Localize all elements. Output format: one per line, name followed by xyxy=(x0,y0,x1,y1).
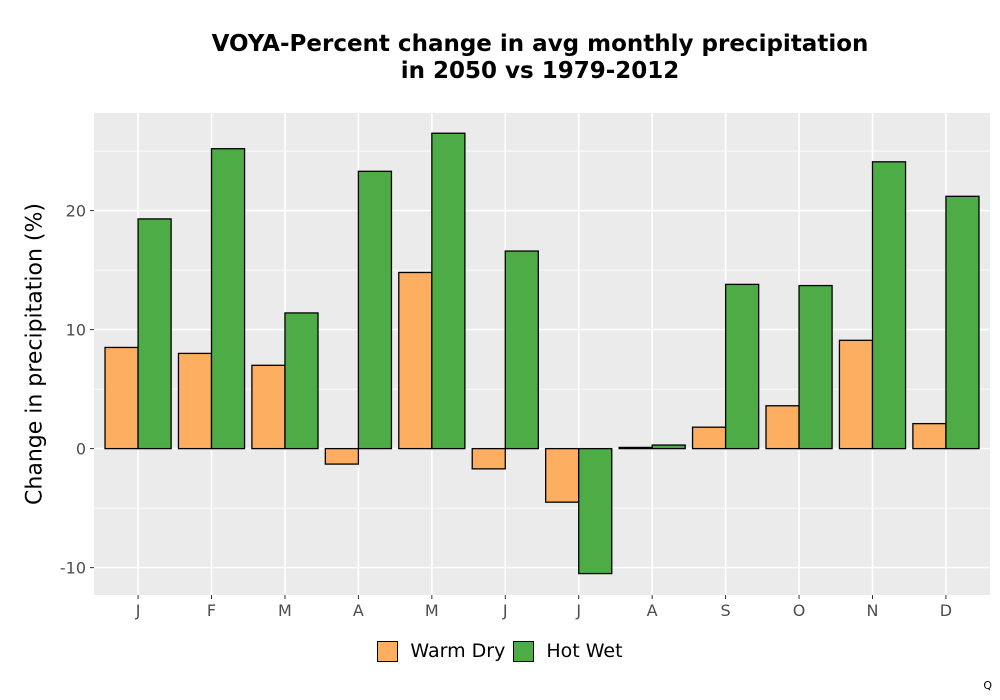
corner-mark: Q xyxy=(983,679,992,692)
y-tick-label: 20 xyxy=(66,202,86,221)
bar-warm-dry xyxy=(545,447,580,503)
bar-warm-dry xyxy=(618,446,653,450)
x-tick-label: N xyxy=(867,601,879,620)
bar-hot-wet xyxy=(578,447,613,575)
bar-warm-dry xyxy=(691,426,727,450)
x-tick-label: A xyxy=(647,601,658,620)
x-tick-label: A xyxy=(353,601,364,620)
legend-swatch-warm-dry xyxy=(377,640,399,662)
x-tick-label: M xyxy=(425,601,439,620)
x-tick-label: J xyxy=(575,601,581,620)
legend-swatch-hot-wet xyxy=(513,640,535,662)
bar-warm-dry xyxy=(912,422,947,450)
y-tick-label: 0 xyxy=(76,440,86,459)
legend: Warm Dry Hot Wet xyxy=(0,640,1000,662)
bar-hot-wet xyxy=(357,170,393,450)
x-tick-label: F xyxy=(207,601,216,620)
x-tick-label: S xyxy=(721,601,731,620)
legend-item-hot-wet: Hot Wet xyxy=(513,640,623,662)
bar-hot-wet xyxy=(284,312,319,450)
bar-hot-wet xyxy=(945,195,980,450)
legend-item-warm-dry: Warm Dry xyxy=(377,640,505,662)
bar-warm-dry xyxy=(177,352,213,450)
bar-warm-dry xyxy=(398,271,433,450)
y-tick-label: 10 xyxy=(66,321,86,340)
x-tick-label: O xyxy=(793,601,806,620)
y-tick-label: -10 xyxy=(60,559,86,578)
x-tick-label: D xyxy=(940,601,952,620)
bar-hot-wet xyxy=(651,444,686,450)
chart-title-line-2: in 2050 vs 1979-2012 xyxy=(400,58,680,84)
bar-hot-wet xyxy=(871,161,907,450)
bar-hot-wet xyxy=(724,283,760,450)
bar-warm-dry xyxy=(251,364,286,450)
x-tick-label: M xyxy=(278,601,292,620)
x-tick-label: J xyxy=(502,601,508,620)
bar-warm-dry xyxy=(324,447,360,465)
chart-title-line-1: VOYA-Percent change in avg monthly preci… xyxy=(211,31,869,57)
chart-title: VOYA-Percent change in avg monthly preci… xyxy=(90,31,990,85)
bar-hot-wet xyxy=(504,250,539,450)
bar-warm-dry xyxy=(838,339,874,450)
bar-hot-wet xyxy=(137,218,172,450)
legend-label-hot-wet: Hot Wet xyxy=(546,640,623,662)
bar-hot-wet xyxy=(210,148,246,450)
bar-warm-dry xyxy=(765,405,800,450)
bar-warm-dry xyxy=(471,447,506,470)
bar-warm-dry xyxy=(104,346,139,450)
bar-hot-wet xyxy=(798,284,833,450)
bar-hot-wet xyxy=(431,132,466,450)
legend-label-warm-dry: Warm Dry xyxy=(410,640,506,662)
x-tick-label: J xyxy=(135,601,141,620)
